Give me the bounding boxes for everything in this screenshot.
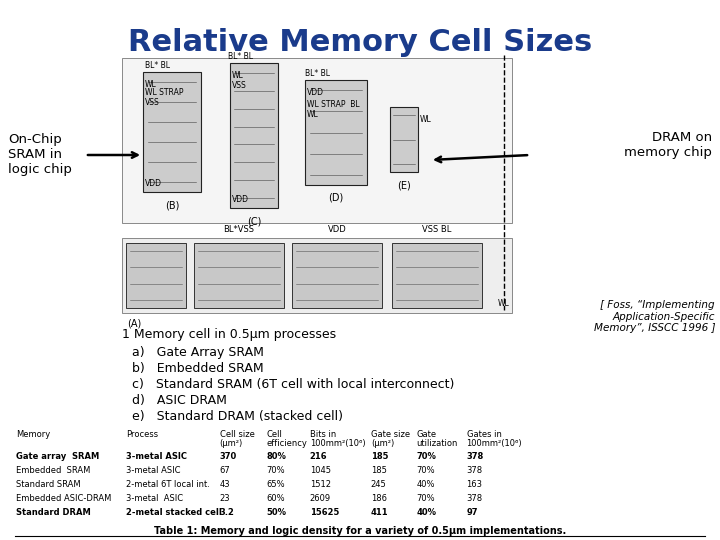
Text: On-Chip
SRAM in
logic chip: On-Chip SRAM in logic chip xyxy=(8,133,72,177)
Text: 100mm²(10⁶): 100mm²(10⁶) xyxy=(310,439,365,448)
Text: 185: 185 xyxy=(371,466,387,475)
Text: 67: 67 xyxy=(220,466,230,475)
Text: 60%: 60% xyxy=(266,494,285,503)
Text: 43: 43 xyxy=(220,480,230,489)
Bar xyxy=(122,58,512,223)
Text: Gate: Gate xyxy=(416,430,436,439)
Text: 378: 378 xyxy=(467,494,482,503)
Text: 3-metal  ASIC: 3-metal ASIC xyxy=(126,494,183,503)
Text: 70%: 70% xyxy=(416,494,435,503)
Text: WL STRAP  BL: WL STRAP BL xyxy=(307,100,359,109)
Text: Cell: Cell xyxy=(266,430,282,439)
Text: VDD: VDD xyxy=(232,195,249,204)
Text: b)   Embedded SRAM: b) Embedded SRAM xyxy=(132,362,264,375)
Text: 245: 245 xyxy=(371,480,387,489)
Text: (A): (A) xyxy=(127,318,141,328)
Text: Embedded  SRAM: Embedded SRAM xyxy=(16,466,90,475)
Text: 163: 163 xyxy=(467,480,482,489)
Text: VDD: VDD xyxy=(328,225,346,234)
Bar xyxy=(292,243,382,308)
Text: 1 Memory cell in 0.5μm processes: 1 Memory cell in 0.5μm processes xyxy=(122,328,336,341)
Text: 100mm²(10⁶): 100mm²(10⁶) xyxy=(467,439,522,448)
Text: (μm²): (μm²) xyxy=(220,439,243,448)
Text: (E): (E) xyxy=(397,180,411,190)
Text: 411: 411 xyxy=(371,508,388,517)
Text: 186: 186 xyxy=(371,494,387,503)
Text: utilization: utilization xyxy=(416,439,457,448)
Text: (C): (C) xyxy=(247,216,261,226)
Text: WL: WL xyxy=(232,71,244,80)
Text: 80%: 80% xyxy=(266,452,287,461)
Text: BL* BL: BL* BL xyxy=(145,61,170,70)
Text: 23: 23 xyxy=(220,494,230,503)
Text: Bits in: Bits in xyxy=(310,430,336,439)
Text: WL STRAP: WL STRAP xyxy=(145,88,184,97)
Text: VSS BL: VSS BL xyxy=(423,225,451,234)
Bar xyxy=(122,238,512,313)
Text: WL: WL xyxy=(145,80,157,89)
Text: 40%: 40% xyxy=(416,508,436,517)
Text: 70%: 70% xyxy=(266,466,285,475)
Text: VSS: VSS xyxy=(145,98,160,107)
Text: WL: WL xyxy=(498,299,510,308)
Bar xyxy=(305,80,367,185)
Text: 70%: 70% xyxy=(416,466,435,475)
Text: Standard SRAM: Standard SRAM xyxy=(16,480,81,489)
Text: efficiency: efficiency xyxy=(266,439,307,448)
Text: 378: 378 xyxy=(467,452,484,461)
Text: Embedded ASIC-DRAM: Embedded ASIC-DRAM xyxy=(16,494,111,503)
Bar xyxy=(230,63,278,208)
Text: Process: Process xyxy=(126,430,158,439)
Text: (B): (B) xyxy=(165,200,179,210)
Text: Gates in: Gates in xyxy=(467,430,501,439)
Text: 3-metal ASIC: 3-metal ASIC xyxy=(126,466,181,475)
Text: Memory: Memory xyxy=(16,430,50,439)
Text: Gate array  SRAM: Gate array SRAM xyxy=(16,452,99,461)
Text: 2-metal 6T local int.: 2-metal 6T local int. xyxy=(126,480,210,489)
Bar xyxy=(392,243,482,308)
Text: c)   Standard SRAM (6T cell with local interconnect): c) Standard SRAM (6T cell with local int… xyxy=(132,378,454,391)
Text: 3-metal ASIC: 3-metal ASIC xyxy=(126,452,187,461)
Text: DRAM on
memory chip: DRAM on memory chip xyxy=(624,131,712,159)
Text: VSS: VSS xyxy=(232,81,247,90)
Text: 2-metal stacked cell: 2-metal stacked cell xyxy=(126,508,222,517)
Text: (μm²): (μm²) xyxy=(371,439,394,448)
Bar xyxy=(126,243,186,308)
Bar xyxy=(143,72,201,192)
Text: d)   ASIC DRAM: d) ASIC DRAM xyxy=(132,394,227,407)
Text: WL: WL xyxy=(420,115,432,124)
Text: Relative Memory Cell Sizes: Relative Memory Cell Sizes xyxy=(128,28,592,57)
Text: Standard DRAM: Standard DRAM xyxy=(16,508,91,517)
Text: (D): (D) xyxy=(328,193,343,203)
Text: WL: WL xyxy=(307,110,319,119)
Text: 40%: 40% xyxy=(416,480,435,489)
Text: 216: 216 xyxy=(310,452,327,461)
Text: BL* BL: BL* BL xyxy=(305,69,330,78)
Text: a)   Gate Array SRAM: a) Gate Array SRAM xyxy=(132,346,264,359)
Text: e)   Standard DRAM (stacked cell): e) Standard DRAM (stacked cell) xyxy=(132,410,343,423)
Text: 370: 370 xyxy=(220,452,237,461)
Text: 3.2: 3.2 xyxy=(220,508,235,517)
Text: BL*VSS: BL*VSS xyxy=(223,225,254,234)
Text: 2609: 2609 xyxy=(310,494,330,503)
Text: Table 1: Memory and logic density for a variety of 0.5μm implementations.: Table 1: Memory and logic density for a … xyxy=(154,526,566,536)
Text: 1045: 1045 xyxy=(310,466,330,475)
Text: 65%: 65% xyxy=(266,480,285,489)
Text: BL* BL: BL* BL xyxy=(228,52,253,61)
Text: VDD: VDD xyxy=(307,88,324,97)
Text: 15625: 15625 xyxy=(310,508,339,517)
Text: VDD: VDD xyxy=(145,179,162,188)
Text: 97: 97 xyxy=(467,508,478,517)
Text: 1512: 1512 xyxy=(310,480,330,489)
Text: Gate size: Gate size xyxy=(371,430,410,439)
Text: 378: 378 xyxy=(467,466,482,475)
Text: 50%: 50% xyxy=(266,508,287,517)
Text: Cell size: Cell size xyxy=(220,430,254,439)
Text: 70%: 70% xyxy=(416,452,436,461)
Text: [ Foss, “Implementing
Application-Specific
Memory”, ISSCC 1996 ]: [ Foss, “Implementing Application-Specif… xyxy=(593,300,715,333)
Bar xyxy=(194,243,284,308)
Text: 185: 185 xyxy=(371,452,388,461)
Bar xyxy=(390,107,418,172)
